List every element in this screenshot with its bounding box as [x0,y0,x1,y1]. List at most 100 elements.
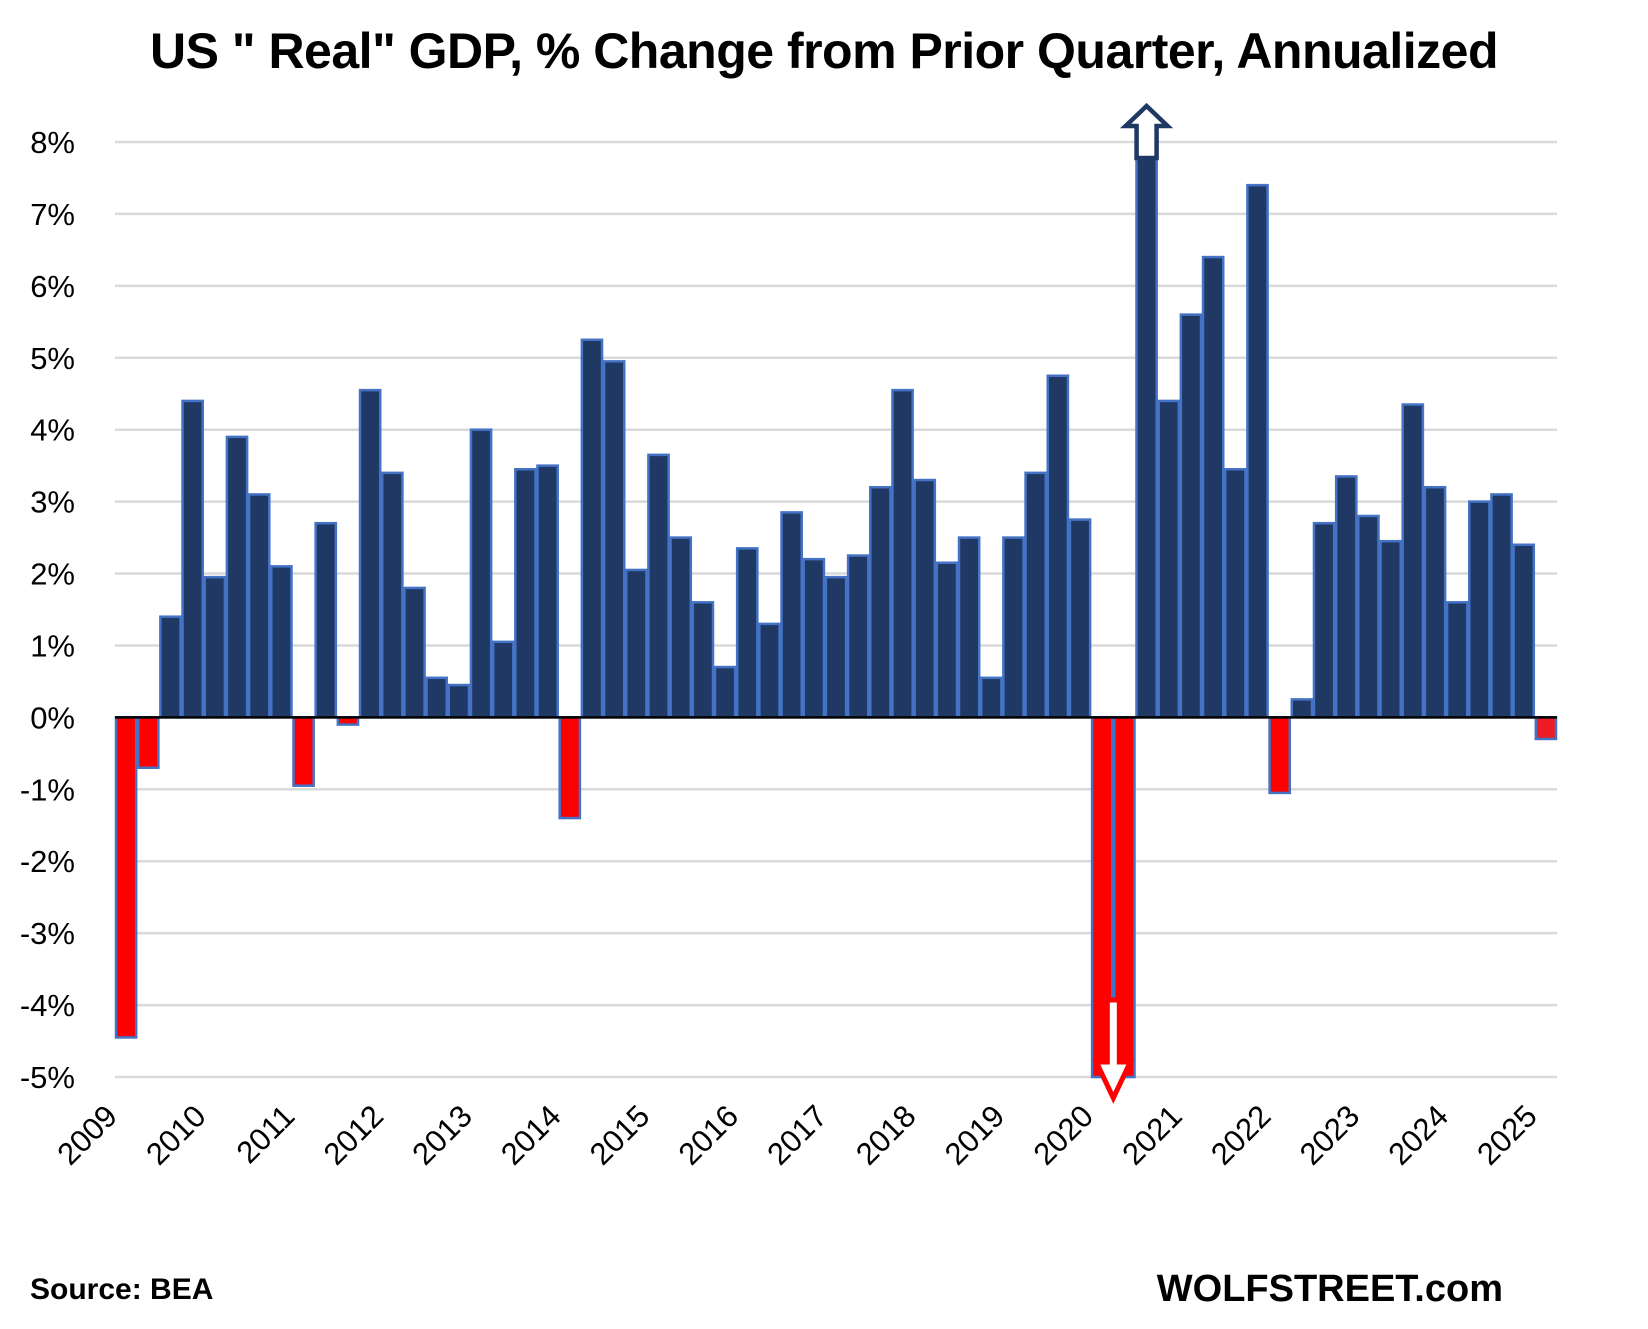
bar-2022Q3 [1312,521,1336,719]
bar-2014Q2 [580,338,604,719]
x-tick-label: 2015 [583,1098,657,1172]
bar-2009Q4 [181,399,204,719]
bar-2024Q2 [1468,500,1491,719]
bar-2024Q3 [1490,493,1513,719]
bar-2019Q4 [1068,518,1092,719]
bar-2011Q2 [314,521,338,719]
bar-2016Q4 [802,557,826,719]
bar-2021Q2 [1201,255,1225,719]
down-arrow-icon [1092,997,1135,1104]
chart-title: US " Real" GDP, % Change from Prior Quar… [150,23,1499,79]
bar-2025Q1 [1534,716,1558,741]
bar-2009Q1 [114,716,138,1039]
bar-2011Q1 [292,716,315,787]
y-tick-label: -2% [20,844,75,879]
y-tick-label: 4% [30,413,75,448]
bar-2018Q4 [979,676,1003,719]
bar-2011Q4 [358,388,382,719]
x-tick-label: 2009 [50,1098,124,1172]
bar-2010Q3 [247,493,271,719]
bar-2021Q1 [1179,313,1203,719]
bar-2020Q3 [1135,140,1158,719]
bar-2018Q1 [913,478,937,719]
brand-watermark: WOLFSTREET.com [1156,1268,1503,1310]
bar-2016Q3 [780,511,803,719]
bar-2018Q2 [935,561,959,719]
bar-2023Q1 [1357,514,1380,719]
bar-2019Q2 [1024,471,1048,719]
bar-2013Q3 [514,468,537,719]
bar-2013Q2 [491,640,515,719]
y-tick-label: 6% [30,269,75,304]
x-tick-label: 2013 [405,1098,479,1172]
x-tick-label: 2023 [1293,1098,1367,1172]
bar-2015Q1 [647,453,670,719]
bar-2023Q3 [1401,403,1425,719]
bar-2015Q3 [691,601,715,719]
y-tick-label: -4% [20,988,75,1023]
x-tick-label: 2019 [938,1098,1012,1172]
bar-2024Q4 [1512,543,1536,719]
y-tick-label: 5% [30,341,75,376]
bars [114,140,1558,1079]
bar-2024Q1 [1445,601,1469,719]
up-arrow-icon [1119,102,1174,161]
bar-2019Q3 [1046,374,1070,719]
x-tick-label: 2011 [230,1098,302,1170]
bar-2015Q2 [669,536,693,719]
bar-2021Q3 [1223,468,1247,719]
bar-2010Q2 [225,435,249,719]
bar-2012Q1 [380,471,404,719]
bar-2018Q3 [957,536,981,719]
gridlines [115,140,1557,1079]
x-tick-label: 2018 [849,1098,923,1172]
bar-2013Q1 [469,428,493,719]
bar-2009Q3 [159,615,182,719]
bar-2022Q1 [1268,716,1292,795]
bar-2021Q4 [1246,183,1269,719]
bar-2012Q3 [425,676,449,719]
y-tick-label: 2% [30,557,75,592]
bar-2014Q1 [558,716,582,820]
y-tick-label: 1% [30,628,75,663]
x-tick-label: 2024 [1382,1098,1456,1172]
bar-2016Q1 [735,547,759,719]
y-axis-labels: 8% 7% 6% 5% 4% 3% 2% 1% 0% -1% -2% -3% -4% -5% [20,125,75,1095]
bar-2023Q4 [1423,485,1447,719]
x-tick-label: 2017 [760,1098,834,1172]
y-tick-label: 0% [30,700,75,735]
bar-2009Q2 [136,716,160,769]
bar-2022Q2 [1290,698,1314,719]
bar-2015Q4 [713,665,737,719]
y-tick-label: 3% [30,485,75,520]
y-tick-label: -1% [20,772,75,807]
overflow-arrows [1092,102,1174,1104]
bar-2014Q4 [624,568,648,719]
bar-2010Q1 [203,575,227,719]
x-axis-labels: 2009 2010 2011 2012 2013 2014 2015 2016 2017 2018… [50,1098,1543,1172]
bar-2017Q1 [824,575,848,719]
bar-2017Q3 [869,485,892,719]
bar-2012Q4 [447,683,471,719]
bar-2010Q4 [270,565,293,719]
x-tick-label: 2021 [1115,1098,1189,1172]
x-tick-label: 2022 [1204,1098,1278,1172]
x-tick-label: 2016 [672,1098,746,1172]
bar-2019Q1 [1002,536,1025,719]
bar-2017Q2 [846,554,870,719]
x-tick-label: 2012 [317,1098,391,1172]
x-tick-label: 2020 [1027,1098,1101,1172]
source-note: Source: BEA [30,1273,214,1306]
y-tick-label: 7% [30,197,75,232]
bar-2014Q3 [602,360,626,719]
bar-2020Q4 [1157,399,1181,719]
x-tick-label: 2010 [139,1098,213,1172]
bar-2013Q4 [536,464,559,719]
x-tick-label: 2014 [494,1098,568,1172]
y-tick-label: -3% [20,916,75,951]
bar-2022Q4 [1334,475,1358,719]
bar-2023Q2 [1379,539,1402,719]
bar-2016Q2 [758,622,781,719]
y-tick-label: 8% [30,125,75,160]
